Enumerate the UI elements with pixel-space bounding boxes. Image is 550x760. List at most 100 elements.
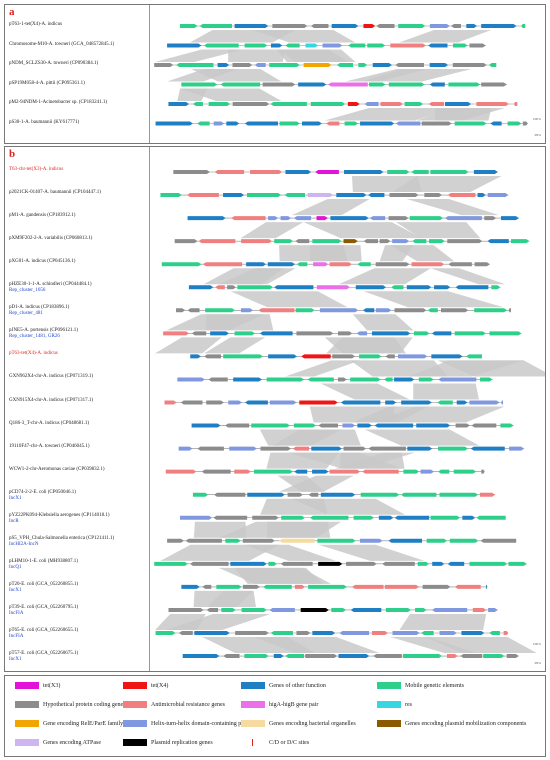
panel-a: a pT63-1-tet(X4)-A. indicus Chromosome-M1… — [4, 4, 546, 144]
gene-arrow — [406, 285, 432, 290]
gene-arrow — [513, 102, 518, 106]
gene-arrow — [307, 193, 334, 198]
gene-arrow — [356, 331, 368, 336]
gene-arrow — [437, 400, 453, 405]
sequence-label: WCW1-2-chr-Aeromonas caviae (CP039832.1) — [9, 467, 149, 473]
gene-arrow — [403, 654, 442, 659]
replicon-type-label: IncFIA — [9, 634, 24, 639]
homology-region — [230, 291, 348, 308]
legend-swatch — [15, 701, 39, 708]
gene-arrow — [400, 492, 437, 497]
replicon-type-label: Rep_cluster_1656 — [9, 288, 46, 294]
legend-swatch — [123, 739, 147, 746]
gene-arrow — [339, 631, 370, 635]
homology-region — [395, 222, 481, 239]
gene-arrow — [452, 63, 487, 67]
gene-arrow — [206, 400, 224, 405]
gene-arrow — [293, 216, 312, 221]
gene-arrow — [285, 170, 312, 174]
gene-arrow — [430, 170, 469, 174]
gene-arrow — [489, 331, 522, 336]
homology-region — [276, 49, 349, 62]
legend-swatch — [377, 720, 401, 727]
gene-arrow — [455, 423, 470, 428]
gene-legend: tet(X3) tet(X4) Genes of other function Mob… — [4, 675, 546, 757]
gene-arrow — [353, 515, 374, 520]
gene-arrow — [189, 561, 229, 566]
gene-arrow — [473, 170, 498, 174]
homology-region — [240, 222, 304, 239]
gene-arrow — [301, 354, 331, 359]
panel-b-alignment-map — [154, 170, 545, 659]
legend-swatch — [15, 720, 39, 727]
gene-arrow — [165, 469, 197, 474]
gene-arrow — [319, 308, 359, 313]
gene-arrow — [429, 82, 445, 87]
gene-arrow — [331, 607, 346, 612]
gene-arrow — [344, 170, 384, 174]
sequence-label: pJNE5-A. portensis (CP096121.1) Rep_clust… — [9, 328, 149, 340]
gene-arrow — [155, 631, 176, 635]
homology-region — [399, 613, 487, 630]
legend-label: Genes encoding bacterial organelles — [269, 720, 356, 727]
gene-arrow — [303, 63, 332, 67]
gene-arrow — [223, 654, 240, 659]
legend-item: Genes encoding plasmid mobilization comp… — [377, 720, 526, 727]
gene-arrow — [315, 170, 339, 174]
gene-arrow — [368, 446, 406, 451]
homology-region — [259, 429, 361, 446]
gene-arrow — [453, 469, 477, 474]
gene-arrow — [225, 538, 241, 543]
gene-arrow — [346, 561, 377, 566]
gene-arrow — [180, 515, 213, 520]
homology-region — [363, 291, 504, 308]
gene-arrow — [213, 121, 225, 126]
gene-arrow — [305, 43, 319, 48]
gene-arrow — [462, 515, 476, 520]
gene-arrow — [474, 308, 508, 313]
gene-arrow — [369, 216, 386, 221]
gene-arrow — [394, 308, 427, 313]
gene-arrow — [336, 193, 367, 198]
homology-region — [413, 383, 479, 400]
gene-arrow — [469, 561, 508, 566]
sequence-name: pT63-tet(X4)-A. indicus — [9, 351, 58, 357]
panel-b: b T63-chr-tet(X3)-A. indicus p2021CK-0140… — [4, 146, 546, 672]
homology-region — [155, 337, 222, 354]
sequence-name: pM1-A. gandensis (CP183912.1) — [9, 213, 76, 219]
gene-arrow — [263, 584, 292, 589]
gene-arrow — [208, 377, 228, 382]
legend-label: tet(X3) — [43, 682, 61, 689]
gene-arrow — [329, 469, 361, 474]
legend-item: higA-higB gene pair — [241, 701, 318, 708]
sequence-name: pM2-94NDM-1-Acinetobacter sp. (CP183241.… — [9, 100, 108, 105]
sequence-name: pYZ22PK094-Klebsiella aerogenes (CP11401… — [9, 512, 110, 518]
legend-swatch — [377, 682, 401, 689]
legend-swatch — [123, 720, 147, 727]
gene-arrow — [481, 82, 507, 87]
gene-arrow — [487, 193, 509, 198]
gene-arrow — [439, 631, 457, 635]
sequence-label: pT39-E. coli (GCA_052260795.1) IncFIA — [9, 605, 149, 617]
sequence-name: pNDM_SCLZS30-A. towneri (CP090384.1) — [9, 61, 99, 66]
gene-arrow — [432, 607, 468, 612]
gene-arrow — [268, 216, 279, 221]
gene-arrow — [251, 423, 290, 428]
gene-arrow — [287, 492, 303, 497]
gene-arrow — [507, 121, 522, 126]
gene-arrow — [446, 654, 458, 659]
gene-arrow — [223, 354, 263, 359]
homology-region — [166, 314, 265, 331]
gene-arrow — [190, 354, 201, 359]
gene-arrow — [312, 239, 342, 244]
gene-arrow — [160, 193, 182, 198]
gene-arrow — [489, 63, 497, 67]
gene-arrow — [404, 102, 424, 106]
gene-arrow — [331, 24, 359, 28]
homology-region — [206, 590, 254, 607]
gene-arrow — [204, 354, 221, 359]
gene-arrow — [326, 121, 340, 126]
gene-arrow — [429, 63, 449, 67]
gene-arrow — [357, 262, 371, 267]
gene-arrow — [241, 239, 273, 244]
